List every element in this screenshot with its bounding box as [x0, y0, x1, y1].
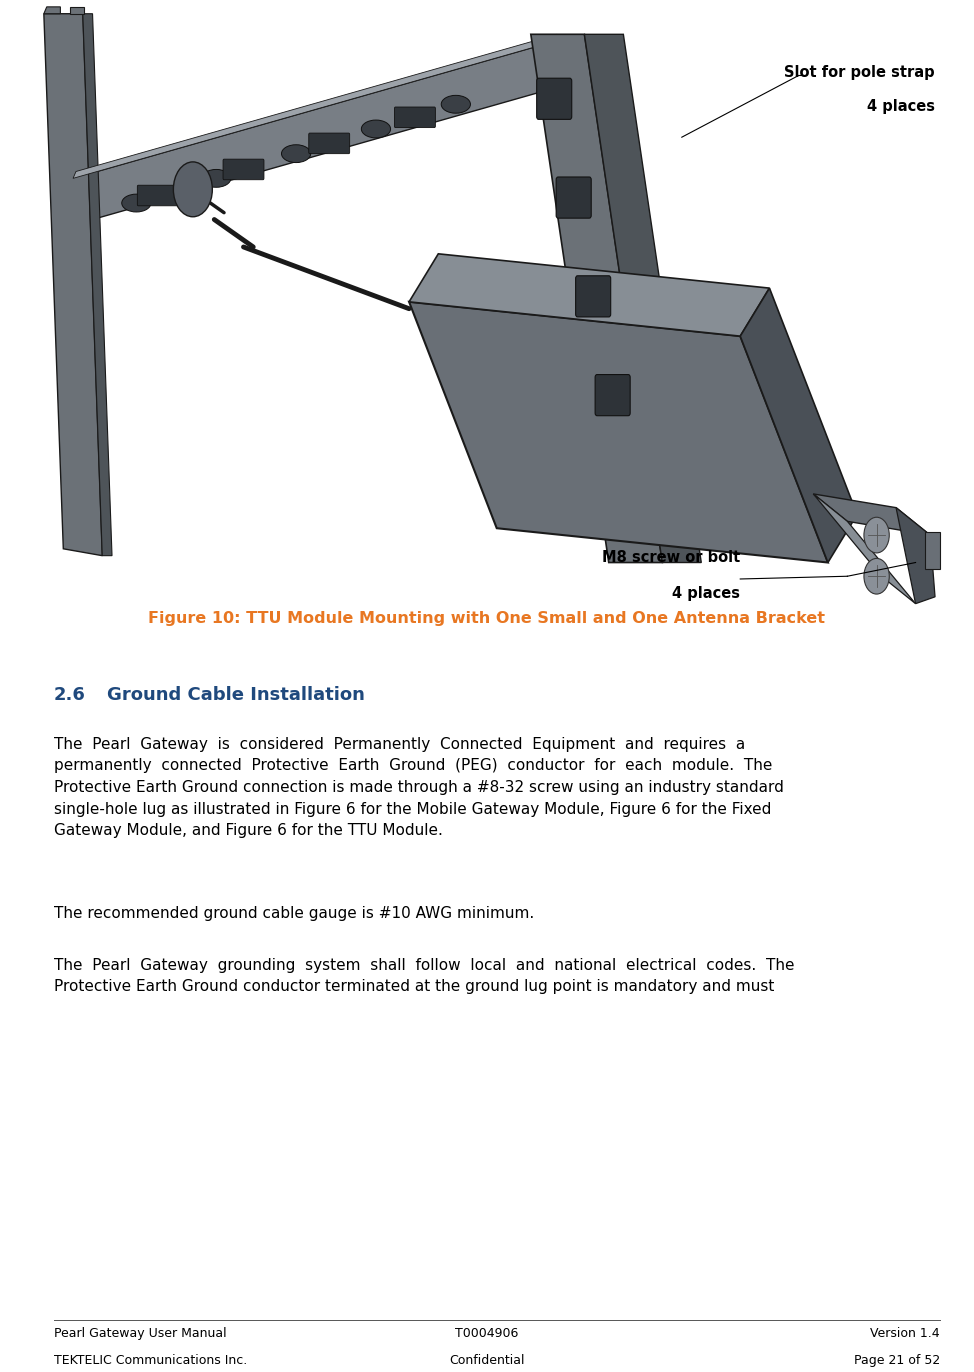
Circle shape: [864, 517, 889, 553]
FancyBboxPatch shape: [556, 177, 591, 218]
Text: Slot for pole strap: Slot for pole strap: [784, 64, 935, 80]
Text: The  Pearl  Gateway  is  considered  Permanently  Connected  Equipment  and  req: The Pearl Gateway is considered Permanen…: [54, 737, 783, 838]
Polygon shape: [896, 508, 935, 604]
Polygon shape: [44, 14, 102, 556]
FancyBboxPatch shape: [537, 78, 572, 119]
Text: Confidential: Confidential: [449, 1354, 525, 1367]
Polygon shape: [70, 7, 84, 14]
Ellipse shape: [281, 145, 311, 162]
Ellipse shape: [441, 96, 470, 114]
Polygon shape: [925, 532, 940, 569]
Polygon shape: [73, 34, 557, 178]
Text: 4 places: 4 places: [672, 586, 740, 601]
Polygon shape: [83, 14, 112, 556]
Text: 4 places: 4 places: [867, 99, 935, 114]
Text: M8 screw or bolt: M8 screw or bolt: [602, 550, 740, 565]
Text: T0004906: T0004906: [455, 1327, 519, 1339]
Ellipse shape: [122, 193, 151, 211]
Text: 2.6: 2.6: [54, 686, 86, 704]
Circle shape: [864, 558, 889, 594]
Text: TEKTELIC Communications Inc.: TEKTELIC Communications Inc.: [54, 1354, 246, 1367]
Text: Version 1.4: Version 1.4: [871, 1327, 940, 1339]
Text: Ground Cable Installation: Ground Cable Installation: [107, 686, 365, 704]
FancyBboxPatch shape: [223, 159, 264, 180]
Polygon shape: [740, 288, 857, 563]
Polygon shape: [813, 494, 930, 535]
Text: Pearl Gateway User Manual: Pearl Gateway User Manual: [54, 1327, 226, 1339]
Polygon shape: [813, 494, 916, 604]
Polygon shape: [409, 254, 769, 336]
Polygon shape: [73, 41, 575, 220]
Polygon shape: [409, 302, 828, 563]
FancyBboxPatch shape: [595, 375, 630, 416]
Text: Figure 10: TTU Module Mounting with One Small and One Antenna Bracket: Figure 10: TTU Module Mounting with One …: [148, 611, 826, 626]
Text: The  Pearl  Gateway  grounding  system  shall  follow  local  and  national  ele: The Pearl Gateway grounding system shall…: [54, 958, 794, 995]
Polygon shape: [44, 7, 60, 14]
FancyBboxPatch shape: [576, 276, 611, 317]
Ellipse shape: [361, 121, 391, 139]
Polygon shape: [531, 34, 662, 563]
Text: Page 21 of 52: Page 21 of 52: [853, 1354, 940, 1367]
FancyBboxPatch shape: [309, 133, 350, 154]
Text: The recommended ground cable gauge is #10 AWG minimum.: The recommended ground cable gauge is #1…: [54, 906, 534, 921]
FancyBboxPatch shape: [137, 185, 178, 206]
Polygon shape: [584, 34, 701, 563]
FancyBboxPatch shape: [394, 107, 435, 128]
Ellipse shape: [202, 170, 231, 187]
Circle shape: [173, 162, 212, 217]
